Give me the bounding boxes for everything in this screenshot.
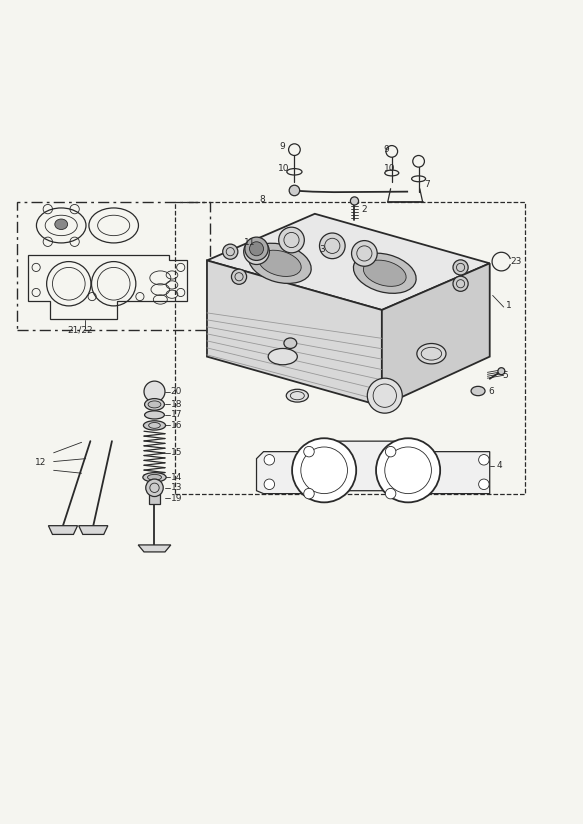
Circle shape bbox=[231, 269, 247, 284]
Ellipse shape bbox=[145, 399, 164, 410]
Circle shape bbox=[292, 438, 356, 503]
Text: 12: 12 bbox=[35, 458, 47, 467]
Bar bbox=[149, 491, 160, 504]
Polygon shape bbox=[48, 526, 78, 535]
Ellipse shape bbox=[145, 411, 164, 419]
Ellipse shape bbox=[258, 250, 301, 276]
Text: 11: 11 bbox=[244, 238, 255, 247]
Circle shape bbox=[223, 244, 238, 260]
Ellipse shape bbox=[148, 401, 161, 408]
Circle shape bbox=[385, 489, 396, 499]
Polygon shape bbox=[207, 213, 490, 310]
Bar bbox=[17, 202, 210, 330]
Polygon shape bbox=[79, 526, 108, 535]
Text: 7: 7 bbox=[424, 180, 430, 190]
Ellipse shape bbox=[143, 473, 166, 482]
Text: 17: 17 bbox=[171, 410, 182, 419]
Ellipse shape bbox=[471, 386, 485, 396]
Text: 15: 15 bbox=[171, 448, 182, 457]
Text: 14: 14 bbox=[171, 473, 182, 482]
Circle shape bbox=[498, 368, 505, 375]
Text: 4: 4 bbox=[496, 461, 502, 471]
Circle shape bbox=[304, 489, 314, 499]
Ellipse shape bbox=[363, 260, 406, 287]
Ellipse shape bbox=[353, 253, 416, 293]
Text: 3: 3 bbox=[319, 246, 325, 255]
Circle shape bbox=[264, 479, 275, 489]
Text: 18: 18 bbox=[171, 400, 182, 409]
Circle shape bbox=[479, 455, 489, 465]
Ellipse shape bbox=[268, 349, 297, 365]
Ellipse shape bbox=[417, 344, 446, 364]
Circle shape bbox=[279, 227, 304, 253]
Text: 16: 16 bbox=[171, 421, 182, 430]
Text: 9: 9 bbox=[384, 145, 389, 154]
Polygon shape bbox=[382, 264, 490, 406]
Text: 5: 5 bbox=[503, 371, 508, 380]
Text: 8: 8 bbox=[259, 194, 265, 204]
Circle shape bbox=[245, 237, 268, 260]
Text: 1: 1 bbox=[506, 302, 512, 311]
Circle shape bbox=[250, 241, 264, 255]
Circle shape bbox=[146, 479, 163, 497]
Bar bbox=[320, 226, 339, 240]
Circle shape bbox=[264, 455, 275, 465]
Ellipse shape bbox=[147, 475, 161, 480]
Polygon shape bbox=[207, 260, 382, 406]
Circle shape bbox=[479, 479, 489, 489]
Circle shape bbox=[376, 438, 440, 503]
Circle shape bbox=[319, 233, 345, 259]
Circle shape bbox=[352, 241, 377, 266]
Text: 9: 9 bbox=[280, 143, 286, 152]
Polygon shape bbox=[138, 545, 171, 552]
Circle shape bbox=[144, 382, 165, 402]
Text: 2: 2 bbox=[361, 205, 367, 214]
Ellipse shape bbox=[248, 243, 311, 283]
Circle shape bbox=[367, 378, 402, 413]
Circle shape bbox=[350, 197, 359, 205]
Bar bbox=[315, 232, 344, 258]
Text: 20: 20 bbox=[171, 387, 182, 396]
Text: 19: 19 bbox=[171, 494, 182, 503]
Ellipse shape bbox=[55, 219, 68, 230]
Text: 10: 10 bbox=[278, 164, 290, 173]
Circle shape bbox=[244, 239, 269, 265]
Text: 10: 10 bbox=[384, 164, 395, 173]
Bar bbox=[175, 202, 525, 494]
Circle shape bbox=[304, 447, 314, 456]
Text: 21/22: 21/22 bbox=[67, 325, 93, 335]
Text: 6: 6 bbox=[489, 386, 494, 396]
Circle shape bbox=[385, 447, 396, 456]
Ellipse shape bbox=[143, 421, 166, 430]
Polygon shape bbox=[257, 441, 490, 494]
Circle shape bbox=[453, 276, 468, 292]
Circle shape bbox=[289, 185, 300, 196]
Circle shape bbox=[453, 260, 468, 275]
Text: 23: 23 bbox=[511, 257, 522, 266]
Text: 13: 13 bbox=[171, 484, 182, 492]
Ellipse shape bbox=[284, 338, 297, 349]
Ellipse shape bbox=[286, 389, 308, 402]
